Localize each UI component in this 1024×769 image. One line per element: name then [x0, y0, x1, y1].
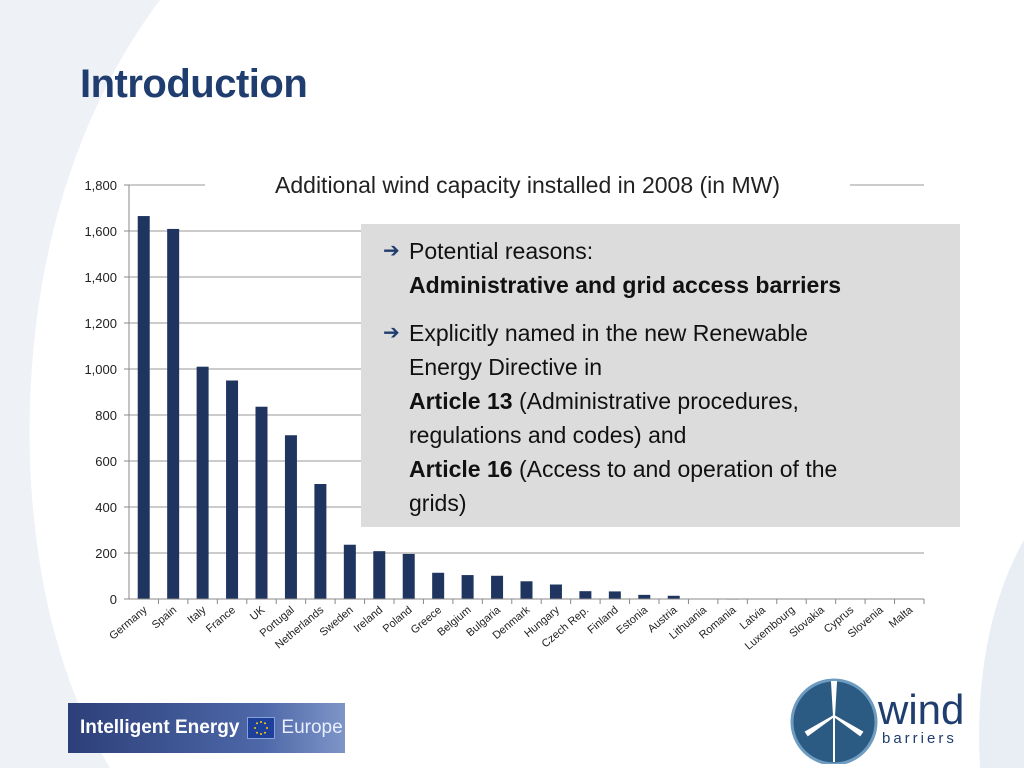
- x-tick-label: Spain: [150, 604, 179, 631]
- bar-france: [226, 380, 239, 599]
- x-tick-label: UK: [248, 604, 268, 623]
- chart-y-tick-labels: 0 200 400 600 800 1,000 1,200 1,400 1,600 1,800: [84, 178, 129, 607]
- article13-label: Article 13: [409, 388, 513, 414]
- x-tick-label: Malta: [887, 604, 916, 631]
- bar-netherlands: [314, 484, 327, 599]
- bullet-directive-article16-line: Article 16 (Access to and operation of t…: [409, 452, 946, 486]
- callout-box: ➔ Potential reasons: Administrative and …: [361, 224, 960, 527]
- background-swoosh-right: [979, 540, 1024, 768]
- bar-ireland: [373, 551, 386, 599]
- y-tick-label: 0: [110, 592, 117, 607]
- wind-turbine-icon: [790, 678, 878, 766]
- iee-logo-text: Intelligent Energy: [80, 717, 240, 738]
- y-tick-label: 1,800: [84, 178, 117, 193]
- barriers-logo-text: barriers: [882, 730, 957, 747]
- y-tick-label: 600: [95, 454, 117, 469]
- article16-description: (Access to and operation of the: [512, 456, 838, 482]
- background-swoosh-left: [0, 0, 160, 768]
- callout-bullet-reasons: ➔ Potential reasons: Administrative and …: [383, 234, 946, 302]
- intelligent-energy-europe-logo: Intelligent Energy Europe: [68, 703, 345, 753]
- bar-finland: [608, 591, 621, 599]
- x-tick-label: Poland: [381, 604, 415, 635]
- bullet-directive-article13-line: Article 13 (Administrative procedures,: [409, 384, 946, 418]
- bar-italy: [196, 366, 209, 599]
- y-tick-label: 200: [95, 546, 117, 561]
- chart-title: Additional wind capacity installed in 20…: [205, 172, 850, 199]
- bar-spain: [167, 228, 180, 599]
- wind-barriers-logo: wind barriers: [790, 676, 990, 766]
- arrow-right-icon: ➔: [383, 322, 400, 344]
- bullet-directive-line4: regulations and codes) and: [409, 422, 687, 448]
- iee-logo-europe: Europe: [281, 717, 343, 738]
- bar-hungary: [549, 584, 562, 599]
- wind-logo-text: wind: [878, 686, 965, 733]
- x-tick-label: Ireland: [352, 604, 385, 635]
- bar-czech-rep: [579, 591, 592, 599]
- x-tick-label: France: [204, 604, 238, 635]
- bullet-directive-line2: Energy Directive in: [409, 354, 603, 380]
- x-tick-label: Estonia: [614, 604, 650, 637]
- bar-estonia: [638, 594, 651, 599]
- y-tick-label: 800: [95, 408, 117, 423]
- bar-greece: [432, 572, 445, 599]
- chart-bars: [137, 216, 739, 600]
- bullet-reasons-text: Administrative and grid access barriers: [409, 272, 842, 298]
- arrow-right-icon: ➔: [383, 240, 400, 262]
- bar-poland: [402, 553, 415, 599]
- y-tick-label: 1,600: [84, 224, 117, 239]
- bar-denmark: [520, 581, 533, 599]
- bar-sweden: [343, 544, 356, 599]
- bar-belgium: [461, 575, 474, 599]
- y-tick-label: 1,000: [84, 362, 117, 377]
- bar-portugal: [284, 435, 297, 599]
- y-tick-label: 1,200: [84, 316, 117, 331]
- y-tick-label: 1,400: [84, 270, 117, 285]
- x-tick-label: Germany: [107, 604, 150, 643]
- bar-germany: [137, 216, 150, 600]
- bar-uk: [255, 406, 268, 599]
- callout-bullet-directive: ➔ Explicitly named in the new Renewable …: [383, 316, 946, 520]
- x-tick-label: Sweden: [318, 604, 356, 639]
- bullet-directive-line1: Explicitly named in the new Renewable: [409, 320, 808, 346]
- x-tick-label: Italy: [185, 604, 209, 626]
- slide-title: Introduction: [80, 62, 308, 106]
- article16-label: Article 16: [409, 456, 513, 482]
- bullet-reasons-heading: Potential reasons:: [409, 238, 594, 264]
- y-tick-label: 400: [95, 500, 117, 515]
- x-tick-label: Finland: [585, 604, 620, 636]
- article13-description: (Administrative procedures,: [512, 388, 799, 414]
- bar-austria: [667, 595, 680, 599]
- bar-bulgaria: [491, 575, 504, 599]
- eu-flag-icon: [247, 717, 276, 739]
- bullet-directive-line6: grids): [409, 490, 467, 516]
